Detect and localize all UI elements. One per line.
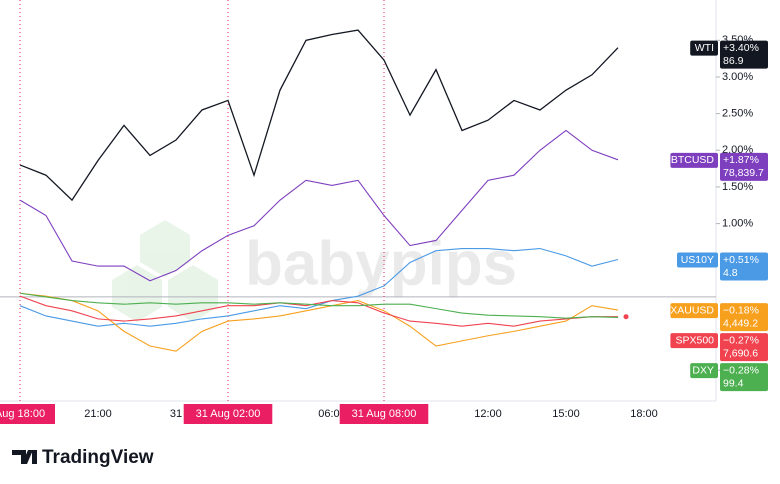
series-line [19, 29, 619, 202]
badge-name-box [690, 363, 718, 379]
logo: TradingView [12, 447, 154, 468]
legend-entry: US10Y [681, 254, 714, 266]
legend-entry: BTCUSD [671, 154, 715, 166]
y-tick-label: 3.00% [722, 71, 753, 83]
badge-name-box [670, 152, 718, 168]
badge-name-box [670, 303, 718, 319]
change-label: −0.28% [723, 364, 759, 376]
x-tick-label: 31 [170, 408, 182, 420]
badge-value-box [720, 333, 768, 362]
badge-value-box [720, 40, 768, 69]
change-label: +1.87% [723, 154, 759, 166]
series-badge: SPX500 −0.27%7,690.6 [670, 333, 768, 362]
series-line [19, 129, 619, 282]
y-tick-label: 1.00% [722, 217, 753, 229]
series-line [19, 295, 618, 327]
x-tick-label: Aug 18:00 [0, 408, 45, 420]
series-badge: DXY −0.28%99.4 [690, 363, 768, 392]
series-badge: XAUUSD −0.18%4,449.2 [670, 303, 768, 332]
x-tick-label: 06:00 [318, 408, 346, 420]
badge-value-box [720, 152, 768, 181]
change-label: +0.51% [723, 254, 759, 266]
x-tick-label: 31 Aug 08:00 [352, 408, 417, 420]
series-line [19, 292, 619, 352]
change-label: +3.40% [723, 42, 759, 54]
price-label: 99.4 [723, 377, 744, 389]
x-tick-label: 18:00 [630, 408, 658, 420]
y-tick-label: 1.50% [722, 181, 753, 193]
price-label: 7,690.6 [723, 347, 758, 359]
watermark-icon [112, 220, 218, 322]
legend-entry: XAUUSD [670, 304, 714, 316]
x-label-highlight [0, 404, 55, 424]
watermark: babypips [245, 229, 517, 298]
series-badge: US10Y +0.51%4.8 [677, 252, 768, 281]
badge-name-box [670, 333, 718, 349]
series-badge: WTI +3.40%86.9 [690, 40, 768, 69]
price-label: 4,449.2 [723, 317, 758, 329]
last-point [623, 314, 629, 320]
y-tick-label: 2.50% [722, 108, 753, 120]
badge-name-box [677, 252, 718, 268]
badge-value-box [720, 363, 768, 392]
x-tick-label: 15:00 [552, 408, 580, 420]
series-badge: BTCUSD +1.87%78,839.7 [670, 152, 768, 181]
series-line [19, 292, 619, 319]
badge-value-box [720, 252, 768, 281]
x-tick-label: 31 Aug 02:00 [196, 408, 261, 420]
logo-icon [12, 450, 37, 464]
badge-name-box [690, 40, 718, 56]
x-label-highlight [339, 404, 429, 424]
price-label: 4.8 [723, 267, 738, 279]
badge-value-box [720, 303, 768, 332]
change-label: −0.27% [723, 334, 759, 346]
legend-entry: WTI [695, 42, 714, 54]
price-label: 86.9 [723, 55, 744, 67]
x-tick-label: 12:00 [474, 408, 502, 420]
x-tick-label: 21:00 [84, 408, 112, 420]
logo-text: TradingView [42, 447, 154, 468]
price-label: 78,839.7 [723, 167, 764, 179]
legend-entry: DXY [692, 364, 714, 376]
legend-entry: SPX500 [675, 334, 714, 346]
x-label-highlight [183, 404, 273, 424]
change-label: −0.18% [723, 304, 759, 316]
